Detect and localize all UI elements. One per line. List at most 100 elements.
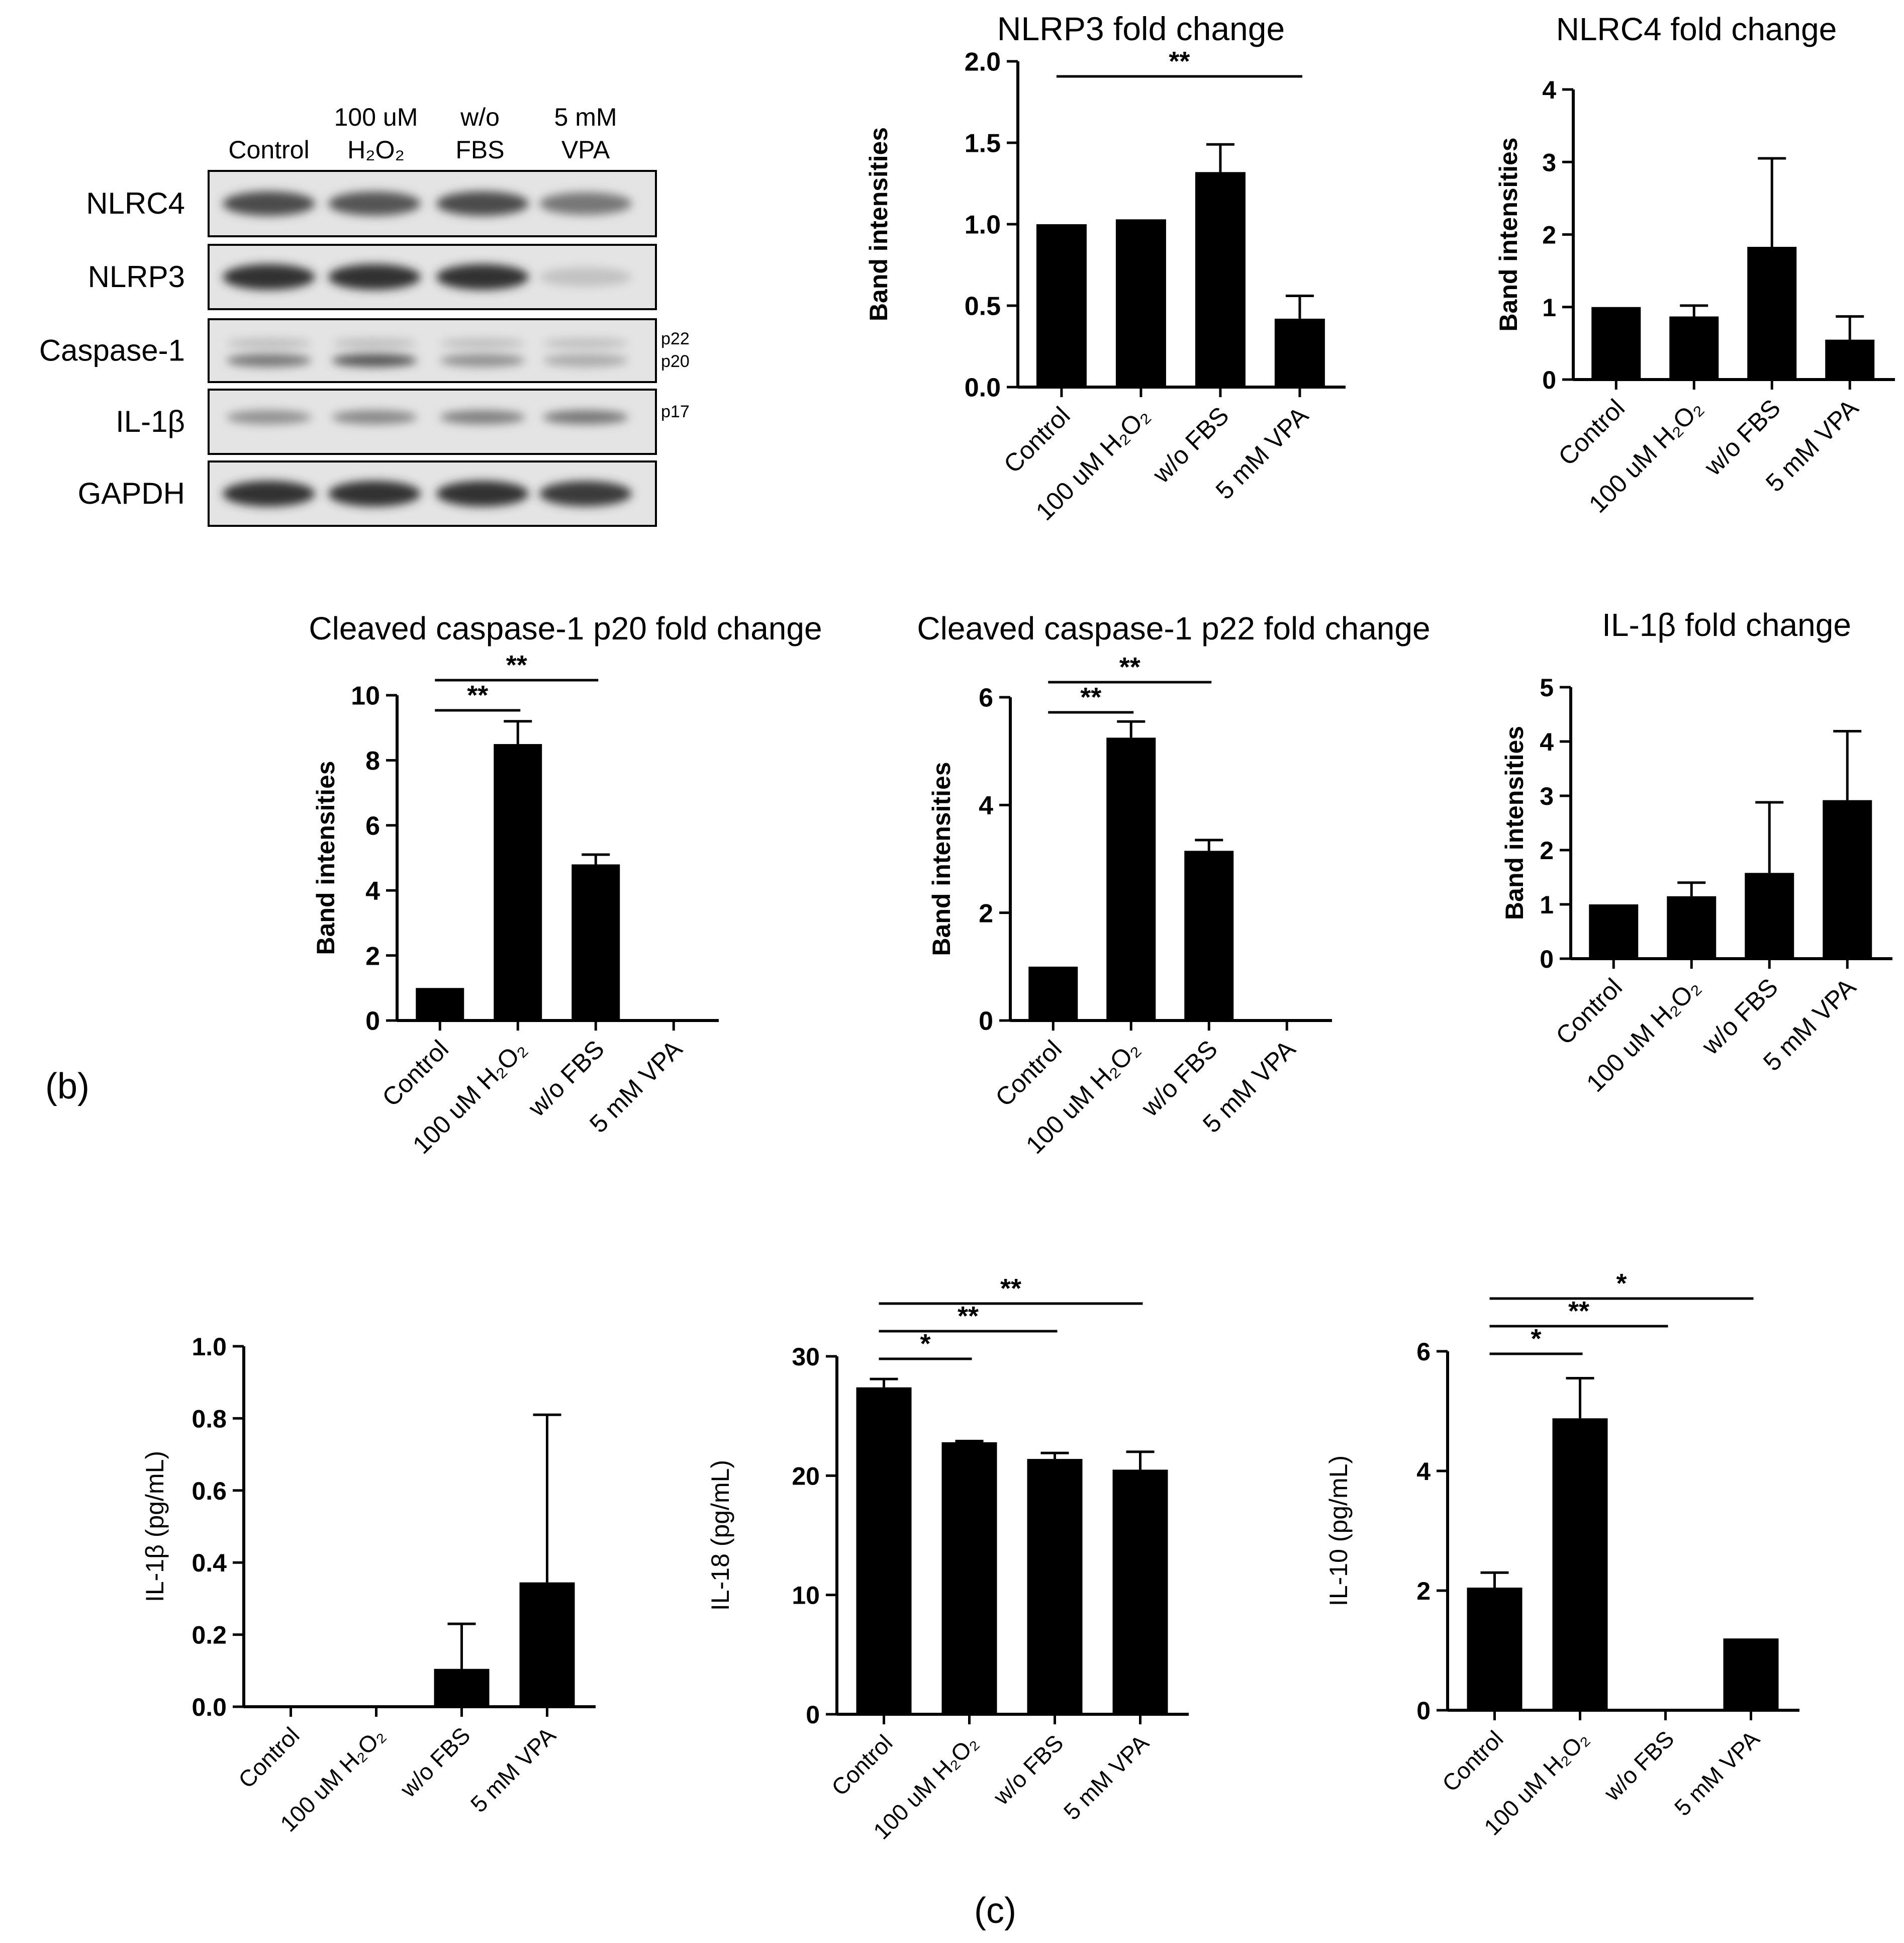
- y-tick-label-p22-2: 4: [979, 791, 993, 820]
- bar-il1b_fold-0: [1589, 904, 1639, 959]
- category-label-p22-0: Control: [990, 1035, 1067, 1112]
- band-row4-lane2: [436, 481, 529, 507]
- category-label-il10-0: Control: [1437, 1725, 1508, 1797]
- sig-label-p22-0: **: [1080, 682, 1101, 712]
- category-label-il10-3: 5 mM VPA: [1669, 1725, 1765, 1821]
- chart-nlrc4: NLRC4 fold change Band intensities 0 1 2 3 4 Co…: [1494, 11, 1895, 518]
- bar-il10-3: [1723, 1638, 1779, 1710]
- y-tick-label-nlrp3-1: 0.5: [965, 292, 1001, 321]
- band-row0-lane2: [436, 191, 529, 216]
- blot-side-label-p17: p17: [661, 402, 690, 421]
- y-tick-label-il1b_pg-2: 0.4: [192, 1549, 227, 1577]
- chart-title-p22: Cleaved caspase-1 p22 fold change: [917, 610, 1430, 646]
- band-il1b-0: [226, 410, 312, 424]
- category-label-il10-2: w/o FBS: [1598, 1725, 1679, 1806]
- blot-row-label-1: NLRP3: [88, 260, 185, 294]
- category-label-il1b_pg-3: 5 mM VPA: [465, 1722, 561, 1817]
- bar-il18-0: [856, 1387, 912, 1714]
- band-row4-lane1: [328, 481, 421, 507]
- y-tick-label-il18-0: 0: [806, 1701, 820, 1729]
- bar-nlrc4-3: [1825, 339, 1875, 380]
- bar-p20-2: [572, 864, 620, 1021]
- y-tick-label-nlrc4-0: 0: [1542, 366, 1556, 394]
- band-caspase-p22-2: [440, 338, 525, 348]
- sig-label-p20-1: **: [506, 650, 527, 680]
- y-tick-label-p22-3: 6: [979, 684, 993, 713]
- bar-p22-1: [1106, 737, 1156, 1021]
- chart-title-p20: Cleaved caspase-1 p20 fold change: [309, 610, 822, 646]
- bar-il1b_pg-2: [434, 1669, 490, 1707]
- y-axis-label-il1b_pg: IL-1β (pg/mL): [141, 1451, 169, 1602]
- bar-nlrc4-2: [1747, 247, 1797, 380]
- category-label-il1b_pg-0: Control: [233, 1722, 305, 1793]
- y-tick-label-il1b_fold-0: 0: [1540, 945, 1554, 973]
- y-tick-label-il1b_fold-3: 3: [1540, 782, 1554, 810]
- charts: NLRP3 fold change Band intensities 0.0 0.5 1…: [141, 10, 1895, 1844]
- y-tick-label-il10-0: 0: [1416, 1697, 1431, 1725]
- y-tick-label-il18-1: 10: [792, 1582, 820, 1610]
- sig-label-il18-0: *: [920, 1329, 930, 1359]
- y-tick-label-il1b_fold-2: 2: [1540, 837, 1554, 865]
- bar-nlrp3-2: [1195, 172, 1246, 387]
- y-tick-label-il1b_pg-4: 0.8: [192, 1405, 227, 1433]
- western-blot: Control 100 uM H₂O₂ w/o FBS 5 mM VPA NLRC4 NLRP3…: [39, 103, 690, 527]
- y-tick-label-il10-3: 6: [1416, 1338, 1431, 1366]
- band-row1-lane0: [223, 264, 315, 290]
- y-axis-label-p20: Band intensities: [312, 761, 340, 955]
- band-il1b-1: [332, 410, 417, 424]
- band-il1b-2: [440, 410, 525, 424]
- band-row0-lane1: [328, 192, 421, 216]
- y-tick-label-nlrp3-3: 1.5: [965, 129, 1001, 158]
- y-axis-label-p22: Band intensities: [927, 762, 956, 956]
- category-label-il18-2: w/o FBS: [988, 1729, 1068, 1810]
- bar-il18-1: [941, 1442, 997, 1714]
- y-tick-label-il10-2: 4: [1416, 1457, 1431, 1486]
- blot-side-label-p20: p20: [661, 352, 690, 371]
- band-caspase-p20-2: [440, 354, 525, 367]
- sig-label-il10-2: *: [1616, 1268, 1627, 1299]
- bar-nlrp3-1: [1115, 219, 1166, 387]
- category-label-p20-0: Control: [376, 1035, 454, 1112]
- bar-p20-1: [494, 744, 542, 1021]
- y-axis-label-il10: IL-10 (pg/mL): [1324, 1455, 1353, 1606]
- sig-label-p20-0: **: [467, 680, 488, 710]
- bar-il18-3: [1112, 1469, 1168, 1714]
- band-row0-lane0: [223, 191, 315, 216]
- bar-p22-0: [1028, 966, 1078, 1021]
- sig-label-il10-1: **: [1568, 1296, 1589, 1326]
- band-row4-lane0: [223, 481, 315, 507]
- y-tick-label-il18-3: 30: [792, 1343, 820, 1371]
- y-tick-label-il1b_pg-0: 0.0: [192, 1693, 227, 1721]
- y-tick-label-nlrp3-0: 0.0: [965, 374, 1001, 403]
- sig-label-nlrp3-0: **: [1169, 46, 1190, 76]
- bar-p22-2: [1184, 851, 1234, 1021]
- blot-row-label-3: IL-1β: [116, 405, 185, 438]
- y-tick-label-il1b_pg-5: 1.0: [192, 1333, 227, 1361]
- category-label-nlrp3-0: Control: [998, 401, 1076, 479]
- category-label-il1b_fold-0: Control: [1550, 973, 1628, 1050]
- y-tick-label-nlrp3-2: 1.0: [965, 211, 1001, 240]
- band-row4-lane3: [539, 481, 632, 507]
- bar-nlrp3-0: [1036, 224, 1087, 387]
- lane-label-2-line2: FBS: [455, 136, 504, 164]
- lane-label-0: Control: [228, 136, 309, 164]
- category-label-il18-0: Control: [826, 1729, 898, 1801]
- panel-label-b: (b): [45, 1066, 89, 1106]
- y-tick-label-p22-1: 2: [979, 899, 993, 928]
- band-caspase-p22-0: [226, 338, 312, 348]
- bar-il10-0: [1467, 1588, 1522, 1710]
- band-caspase-p22-3: [543, 338, 628, 348]
- band-caspase-p20-3: [543, 354, 628, 367]
- bar-nlrp3-3: [1274, 318, 1325, 387]
- band-caspase-p20-0: [226, 354, 312, 367]
- bar-il1b_fold-2: [1745, 873, 1794, 959]
- bar-il10-1: [1552, 1418, 1608, 1710]
- blot-row-label-2: Caspase-1: [39, 334, 185, 367]
- y-tick-label-p22-0: 0: [979, 1007, 993, 1036]
- y-tick-label-il1b_fold-1: 1: [1540, 891, 1554, 919]
- band-row1-lane1: [328, 264, 421, 290]
- panel-label-c: (c): [974, 1891, 1016, 1931]
